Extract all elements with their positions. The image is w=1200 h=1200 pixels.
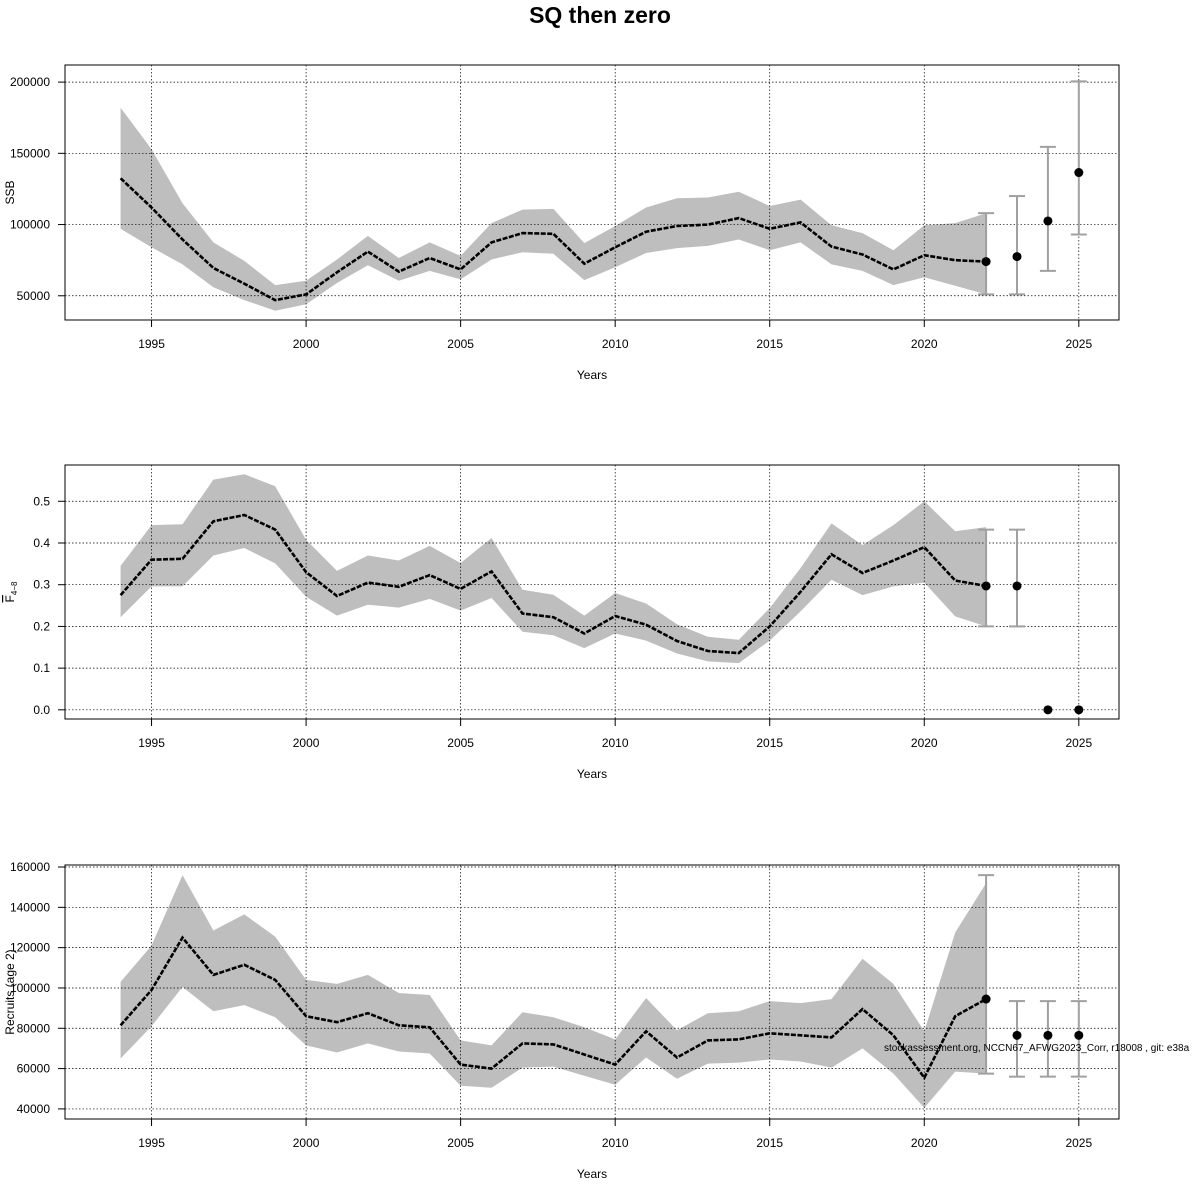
forecast-point	[1012, 581, 1022, 591]
forecast-point	[1043, 1030, 1053, 1040]
estimate-line	[119, 177, 987, 302]
x-tick-label: 2015	[756, 736, 783, 750]
y-axis-label: F4−8	[3, 581, 19, 602]
forecast-point	[981, 257, 991, 267]
y-tick-label: 0.1	[33, 661, 50, 675]
x-tick-label: 2020	[911, 1136, 938, 1150]
y-axis-label: SSB	[3, 180, 17, 204]
y-tick-label: 60000	[17, 1062, 51, 1076]
x-tick-label: 2020	[911, 736, 938, 750]
x-tick-label: 2015	[756, 337, 783, 351]
y-tick-label: 0.5	[33, 494, 50, 508]
y-tick-label: 50000	[17, 289, 51, 303]
y-tick-label: 100000	[10, 218, 50, 232]
panel-3: 1995 2000 2005 2010 2015 2020 2025 40000 60000 80…	[3, 860, 1120, 1181]
x-tick-label: 2010	[602, 736, 629, 750]
x-tick-label: 2010	[602, 337, 629, 351]
y-axis-label: Recruits (age 2)	[3, 949, 17, 1034]
x-tick-label: 1995	[138, 736, 165, 750]
x-tick-label: 1995	[138, 1136, 165, 1150]
forecast-point	[1012, 252, 1022, 262]
forecast-point	[981, 581, 991, 591]
forecast-point	[981, 994, 991, 1004]
y-tick-label: 0.2	[33, 619, 50, 633]
x-tick-label: 2025	[1065, 1136, 1092, 1150]
y-tick-label: 160000	[10, 860, 50, 874]
x-tick-label: 2000	[293, 337, 320, 351]
forecast-point	[1012, 1030, 1022, 1040]
y-tick-label: 0.3	[33, 578, 50, 592]
y-tick-label: 200000	[10, 75, 50, 89]
forecast-point	[1074, 168, 1084, 178]
forecast-point	[1043, 216, 1053, 226]
y-tick-label: 0.0	[33, 703, 50, 717]
x-axis-label: Years	[577, 767, 607, 781]
panel-2: 1995 2000 2005 2010 2015 2020 2025 0.0 0.1 0.2 0.3…	[3, 464, 1120, 781]
forecast-point	[1074, 1030, 1084, 1040]
x-tick-label: 2015	[756, 1136, 783, 1150]
y-tick-label: 140000	[10, 900, 50, 914]
confidence-band	[120, 107, 987, 311]
x-tick-label: 2005	[447, 736, 474, 750]
x-tick-label: 2000	[293, 1136, 320, 1150]
x-tick-label: 2005	[447, 337, 474, 351]
x-tick-label: 2005	[447, 1136, 474, 1150]
y-tick-label: 120000	[10, 941, 50, 955]
y-tick-label: 100000	[10, 981, 50, 995]
forecast-point	[1043, 705, 1053, 715]
estimate-line	[119, 513, 987, 655]
x-tick-label: 2025	[1065, 337, 1092, 351]
y-tick-label: 150000	[10, 146, 50, 160]
x-axis-label: Years	[577, 368, 607, 382]
plot-frame	[64, 464, 1120, 720]
y-tick-label: 40000	[17, 1102, 51, 1116]
x-tick-label: 2020	[911, 337, 938, 351]
x-tick-label: 2000	[293, 736, 320, 750]
y-tick-label: 0.4	[33, 536, 50, 550]
x-tick-label: 1995	[138, 337, 165, 351]
y-tick-label: 80000	[17, 1021, 51, 1035]
footer-note: stockassessment.org, NCCN67_AFWG2023_Cor…	[884, 1043, 1190, 1054]
x-tick-label: 2010	[602, 1136, 629, 1150]
x-axis-label: Years	[577, 1167, 607, 1181]
estimate-line	[119, 935, 987, 1081]
forecast-point	[1074, 705, 1084, 715]
panel-1: 1995 2000 2005 2010 2015 2020 2025 50000 100000 1…	[3, 64, 1120, 382]
x-tick-label: 2025	[1065, 736, 1092, 750]
chart-title: SQ then zero	[529, 2, 671, 28]
plot-frame	[64, 864, 1120, 1120]
confidence-band	[120, 875, 987, 1108]
plot-frame	[64, 64, 1120, 321]
